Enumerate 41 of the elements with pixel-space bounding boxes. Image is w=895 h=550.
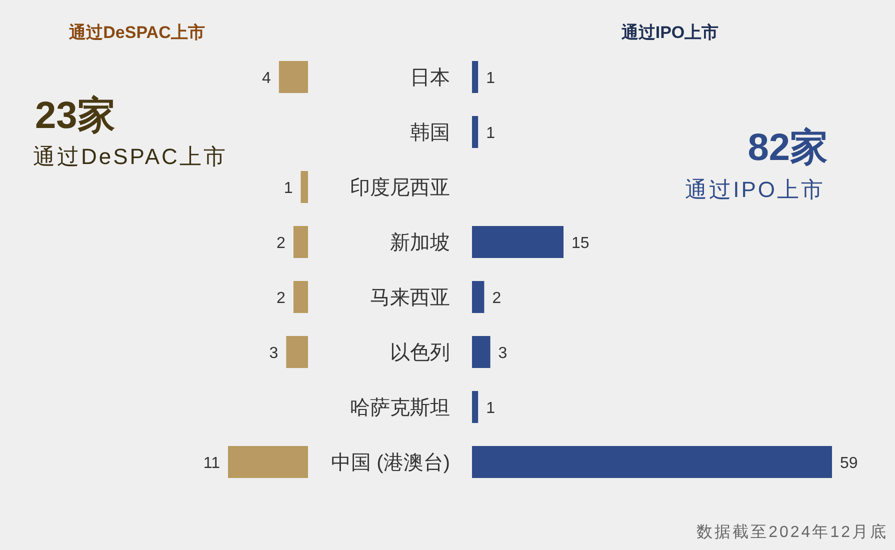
data-label: 1: [284, 180, 293, 197]
y-tick-label: 韩国: [410, 122, 450, 144]
y-tick-label: 哈萨克斯坦: [350, 397, 450, 419]
data-label: 3: [498, 345, 508, 362]
bar: [472, 61, 478, 93]
data-label: 2: [276, 290, 286, 307]
bar: [472, 446, 832, 478]
text: 23家: [35, 94, 116, 137]
data-label: 2: [492, 290, 502, 307]
bar: [472, 226, 564, 258]
text: 数据截至2024年12月底: [696, 523, 888, 541]
data-label: 3: [269, 345, 278, 362]
y-tick-label: 以色列: [390, 342, 450, 364]
bar: [286, 336, 308, 368]
y-tick-label: 中国 (港澳台): [331, 452, 450, 474]
data-label: 1: [486, 125, 496, 142]
data-label: 59: [840, 455, 858, 472]
bar: [472, 116, 478, 148]
bar: [278, 61, 308, 93]
bar: [228, 446, 308, 478]
y-tick-label: 日本: [410, 67, 450, 89]
bar: [472, 336, 490, 368]
y-tick-label: 马来西亚: [370, 287, 450, 309]
data-label: 1: [486, 400, 496, 417]
data-label: 15: [572, 235, 590, 252]
bar: [472, 281, 484, 313]
bar: [300, 171, 308, 203]
annotation: 82家: [748, 126, 828, 169]
annotation: 通过IPO上市: [685, 177, 825, 202]
chart-title: 通过DeSPAC上市: [68, 23, 205, 42]
data-label: 2: [276, 235, 286, 252]
text: 通过DeSPAC上市: [33, 144, 228, 169]
bar: [472, 391, 478, 423]
data-label: 1: [486, 70, 496, 87]
bar: [293, 226, 308, 258]
data-label: 11: [203, 455, 220, 472]
chart-title: 通过IPO上市: [620, 23, 719, 42]
y-tick-label: 印度尼西亚: [350, 177, 450, 199]
bar: [293, 281, 308, 313]
data-label: 4: [262, 70, 272, 87]
y-tick-label: 新加坡: [390, 232, 450, 254]
